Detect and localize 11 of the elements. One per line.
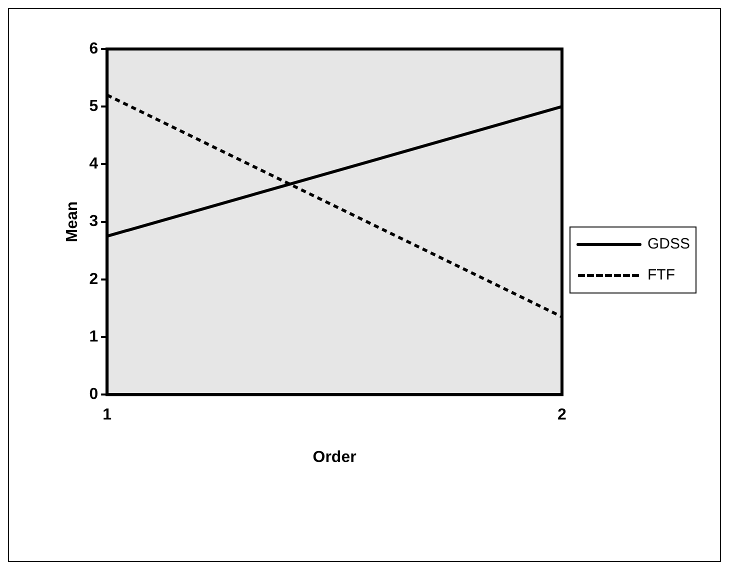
y-tick-label: 3 [89, 213, 98, 230]
y-tick-label: 0 [89, 386, 98, 404]
y-tick-label: 2 [89, 270, 98, 288]
y-axis-title: Mean [64, 201, 82, 242]
y-tick-label: 1 [89, 328, 98, 346]
y-tick-label: 4 [89, 156, 98, 173]
legend-label: GDSS [647, 236, 690, 253]
y-tick-label: 5 [89, 98, 98, 116]
legend-label: FTF [647, 266, 675, 284]
y-tick-label: 6 [89, 40, 98, 58]
x-axis-title: Order [312, 448, 356, 466]
